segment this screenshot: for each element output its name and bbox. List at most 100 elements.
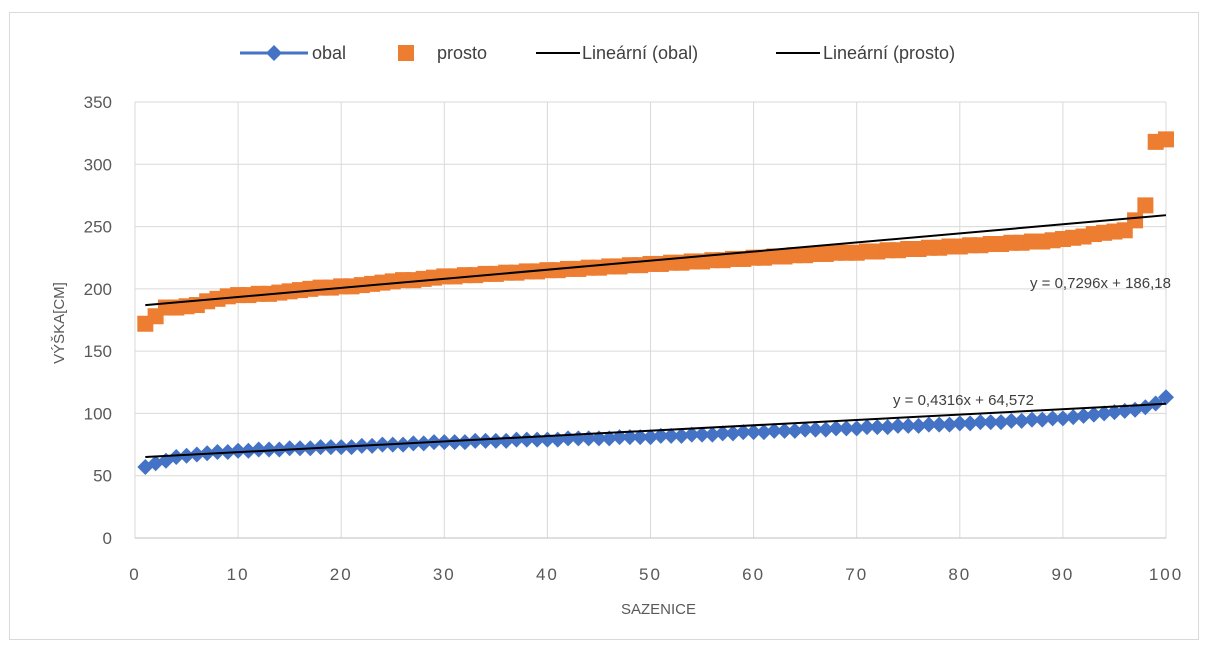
data-point — [838, 420, 855, 437]
data-point — [1085, 406, 1102, 423]
data-point — [993, 414, 1010, 431]
data-point — [869, 419, 886, 436]
data-point — [673, 427, 690, 444]
data-point — [683, 426, 700, 443]
y-tick-label: 350 — [84, 93, 112, 112]
data-point — [1034, 411, 1051, 428]
data-point — [755, 424, 772, 441]
data-point — [168, 449, 185, 466]
data-point — [1137, 197, 1154, 214]
data-point — [446, 434, 463, 451]
data-point — [704, 426, 721, 443]
plot-marks: y = 0,4316x + 64,572 y = 0,7296x + 186,18 — [137, 131, 1174, 475]
data-point — [1003, 412, 1020, 429]
data-point — [456, 434, 473, 451]
data-point — [776, 422, 793, 439]
data-point — [745, 424, 762, 441]
x-tick-label: 0 — [129, 565, 140, 584]
axes: 0 10 20 30 40 50 60 70 80 90 100 0 50 100 150 200 250 300… — [84, 93, 1183, 584]
data-point — [828, 420, 845, 437]
y-tick-label: 50 — [93, 467, 112, 486]
data-point — [982, 414, 999, 431]
data-point — [632, 429, 649, 446]
data-point — [498, 432, 515, 449]
y-tick-label: 300 — [84, 155, 112, 174]
data-point — [601, 430, 618, 447]
data-point — [250, 441, 267, 458]
data-point — [972, 414, 989, 431]
data-point — [951, 415, 968, 432]
x-tick-label: 50 — [639, 565, 662, 584]
data-point — [281, 440, 298, 457]
x-tick-label: 60 — [742, 565, 765, 584]
trendline-equation: y = 0,4316x + 64,572 — [893, 392, 1034, 409]
data-point — [962, 415, 979, 432]
data-point — [209, 444, 226, 461]
data-point — [1054, 410, 1071, 427]
x-tick-label: 90 — [1051, 565, 1074, 584]
data-point — [642, 429, 659, 446]
legend-label: prosto — [437, 43, 487, 63]
gridlines — [135, 101, 1167, 539]
data-point — [1106, 404, 1123, 421]
x-tick-label: 20 — [330, 565, 353, 584]
data-point — [859, 419, 876, 436]
data-point — [508, 431, 525, 448]
legend-label: Lineární (obal) — [582, 43, 698, 63]
data-point — [879, 419, 896, 436]
data-point — [1127, 212, 1144, 229]
data-point — [663, 427, 680, 444]
data-point — [910, 417, 927, 434]
data-point — [735, 424, 752, 441]
data-point — [1075, 407, 1092, 424]
data-point — [1158, 389, 1174, 406]
y-tick-label: 150 — [84, 342, 112, 361]
data-point — [1013, 412, 1030, 429]
data-point — [1044, 410, 1061, 427]
data-point — [477, 432, 494, 449]
data-point — [807, 421, 824, 438]
x-tick-label: 30 — [433, 565, 456, 584]
x-tick-label: 40 — [536, 565, 559, 584]
data-point — [467, 432, 484, 449]
data-point — [714, 425, 731, 442]
x-axis-label: SAZENICE — [621, 601, 696, 618]
x-tick-label: 80 — [948, 565, 971, 584]
y-tick-label: 250 — [84, 218, 112, 237]
legend-swatch — [398, 45, 414, 61]
data-point — [518, 431, 535, 448]
data-point — [786, 422, 803, 439]
data-point — [1023, 411, 1040, 428]
data-point — [724, 425, 741, 442]
data-point — [920, 416, 937, 433]
data-point — [889, 417, 906, 434]
legend-label: Lineární (prosto) — [823, 43, 955, 63]
data-point — [652, 427, 669, 444]
y-tick-label: 200 — [84, 280, 112, 299]
data-point — [817, 421, 834, 438]
data-point — [848, 420, 865, 437]
legend: obal prosto Lineární (obal) Lineární (prost… — [240, 43, 955, 63]
x-tick-label: 10 — [227, 565, 250, 584]
data-point — [230, 442, 247, 459]
data-point — [900, 417, 917, 434]
data-point — [487, 432, 504, 449]
y-tick-label: 0 — [103, 529, 112, 548]
data-point — [941, 416, 958, 433]
trendline — [145, 402, 1167, 459]
data-point — [931, 416, 948, 433]
chart-frame — [9, 12, 1199, 640]
data-point — [694, 426, 711, 443]
legend-marker — [266, 45, 282, 61]
x-tick-label: 100 — [1149, 565, 1183, 584]
y-tick-label: 100 — [84, 404, 112, 423]
data-point — [766, 422, 783, 439]
data-point — [621, 429, 638, 446]
trendline — [145, 214, 1167, 307]
data-point — [261, 441, 278, 458]
trendline-equation: y = 0,7296x + 186,18 — [1030, 275, 1171, 292]
data-point — [797, 421, 814, 438]
y-axis-label: VÝŠKA[CM] — [51, 282, 68, 364]
data-point — [1158, 131, 1174, 148]
